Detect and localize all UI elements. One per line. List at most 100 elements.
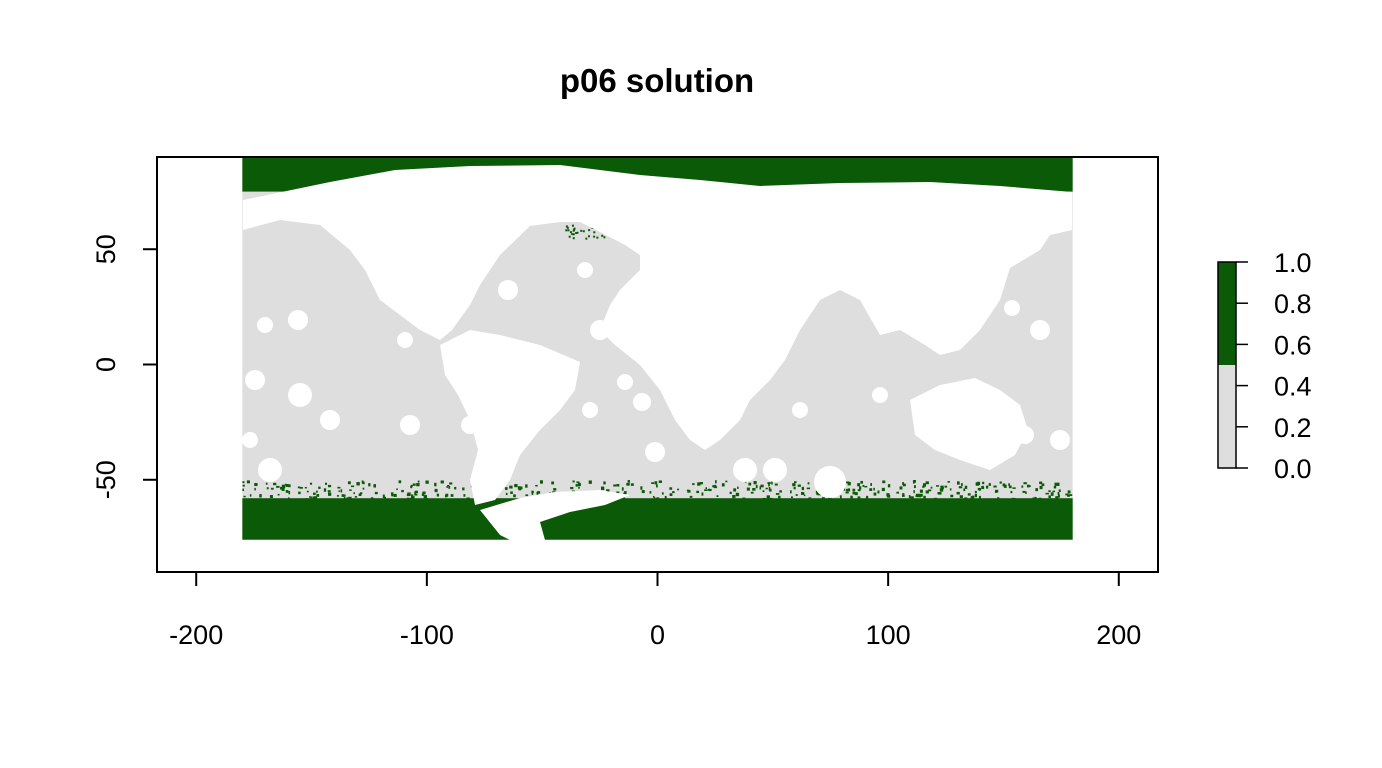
island [258, 458, 282, 482]
raster-cell-selected [792, 483, 796, 487]
raster-cell-selected [1028, 485, 1031, 488]
raster-cell-selected [434, 488, 438, 493]
raster-cell-selected [870, 483, 872, 486]
raster-cell-selected [950, 494, 954, 498]
raster-cell-selected [910, 496, 914, 499]
raster-cell-selected [553, 488, 557, 491]
island [814, 466, 846, 498]
raster-cell-selected [967, 493, 971, 496]
raster-cell-selected [519, 486, 523, 490]
raster-cell-selected [393, 493, 397, 497]
land-mass [440, 330, 580, 505]
raster-cell-selected [791, 496, 793, 499]
raster-cell-selected [249, 494, 252, 497]
legend-tick-label: 0.0 [1274, 454, 1312, 484]
raster-cell-selected [847, 488, 851, 492]
raster-cell-selected [857, 483, 861, 487]
raster-cell-selected [298, 491, 301, 495]
raster-cell-selected [925, 490, 929, 494]
raster-cell-selected [412, 483, 416, 486]
raster-cell-selected [852, 492, 856, 495]
x-tick-label: 0 [650, 620, 665, 650]
raster-cell-selected [957, 481, 960, 485]
raster-cell-selected [742, 497, 746, 501]
raster-cell-selected [350, 485, 355, 488]
raster-cell-selected [265, 482, 268, 485]
raster-cell-selected [572, 233, 575, 236]
raster-cell-selected [982, 481, 985, 485]
land-mass [480, 490, 630, 545]
raster-cell-selected [1058, 489, 1061, 492]
raster-cell-selected [593, 235, 596, 238]
raster-cell-selected [1048, 490, 1051, 493]
raster-cell-selected [1067, 490, 1071, 494]
raster-cell-selected [626, 482, 630, 486]
raster-cell-selected [572, 480, 575, 483]
x-tick-label: -200 [169, 620, 223, 650]
raster-cell-selected [716, 495, 719, 497]
island [577, 262, 593, 278]
raster-cell-selected [653, 497, 656, 500]
raster-cell-selected [649, 491, 652, 494]
raster-cell-selected [775, 493, 780, 495]
raster-cell-selected [978, 487, 982, 491]
raster-cell-selected [997, 497, 1000, 500]
raster-cell-selected [242, 488, 245, 492]
raster-cell-selected [287, 497, 290, 501]
raster-cell-selected [568, 235, 571, 238]
raster-cell-selected [1057, 494, 1060, 498]
raster-cell-selected [593, 231, 596, 234]
raster-cell-selected [269, 495, 273, 499]
raster-cell-selected [995, 489, 999, 493]
raster-cell-selected [374, 491, 378, 495]
raster-cell-selected [862, 484, 865, 487]
raster-cell-selected [899, 486, 903, 490]
raster-cell-selected [517, 486, 521, 490]
raster-cell-selected [993, 485, 997, 488]
raster-cell-selected [288, 490, 291, 495]
raster-cell-selected [1035, 488, 1039, 492]
raster-cell-selected [755, 484, 758, 489]
raster-cell-selected [318, 486, 321, 489]
raster-cell-selected [753, 481, 757, 485]
raster-cell-selected [316, 494, 320, 497]
raster-cell-selected [949, 488, 952, 491]
raster-cell-selected [750, 491, 754, 494]
raster-cell-selected [368, 483, 371, 487]
raster-cell-selected [1045, 492, 1049, 495]
raster-cell-selected [281, 484, 286, 489]
raster-cell-selected [446, 486, 449, 488]
raster-cell-selected [816, 492, 820, 496]
raster-cell-selected [999, 481, 1002, 484]
raster-cell-selected [981, 485, 985, 490]
raster-cell-selected [509, 485, 513, 489]
raster-cell-selected [746, 487, 750, 491]
raster-cell-selected [735, 492, 740, 497]
raster-cell-selected [343, 496, 346, 500]
raster-cell-selected [923, 495, 926, 499]
raster-cell-selected [570, 486, 574, 490]
raster-cell-selected [859, 486, 862, 490]
raster-cell-selected [514, 484, 518, 488]
raster-cell-selected [567, 229, 570, 232]
raster-cell-selected [821, 497, 825, 500]
island [400, 415, 420, 435]
raster-cell-selected [270, 487, 274, 490]
raster-cell-selected [1026, 484, 1030, 488]
raster-cell-selected [797, 484, 801, 487]
x-axis: -200 -100 0 100 200 [169, 571, 1141, 650]
raster-cell-selected [409, 497, 412, 501]
raster-cell-selected [917, 493, 921, 496]
island [590, 320, 610, 340]
raster-cell-selected [971, 495, 975, 499]
raster-cell-selected [803, 494, 806, 497]
raster-cell-selected [421, 493, 425, 496]
island [461, 416, 479, 434]
raster-cell-selected [801, 486, 805, 491]
raster-cell-selected [537, 491, 541, 494]
raster-cell-selected [920, 489, 922, 492]
legend-tick-label: 0.4 [1274, 372, 1312, 402]
raster-cell-selected [774, 483, 778, 486]
raster-cell-selected [616, 491, 620, 495]
